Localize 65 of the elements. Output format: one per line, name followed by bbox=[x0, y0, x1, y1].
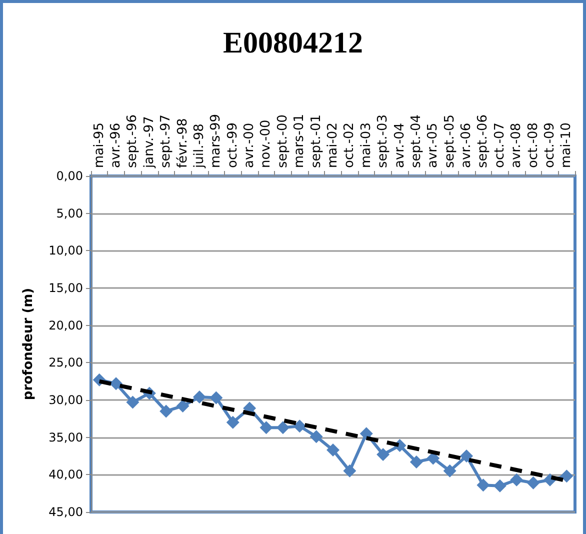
point bbox=[376, 448, 390, 462]
x-tick-label: janv.-97 bbox=[142, 116, 157, 169]
y-tick-label: 0,00 bbox=[56, 169, 83, 183]
point bbox=[343, 464, 356, 478]
point bbox=[560, 470, 574, 483]
x-tick-label: févr.-98 bbox=[175, 118, 190, 168]
point bbox=[226, 416, 240, 429]
y-tick-label: 10,00 bbox=[48, 244, 83, 258]
x-tick-label: sept.-06 bbox=[476, 114, 491, 168]
x-tick-label: mai-03 bbox=[358, 122, 374, 168]
y-tick-label: 5,00 bbox=[56, 206, 83, 220]
x-tick-label: mars-99 bbox=[208, 114, 224, 168]
y-tick-label: 25,00 bbox=[48, 356, 83, 370]
x-tick-label: juil.-98 bbox=[192, 124, 207, 169]
point bbox=[476, 478, 490, 492]
y-tick-label: 20,00 bbox=[48, 318, 83, 332]
x-tick-label: avr.-08 bbox=[509, 122, 524, 168]
x-tick-label: oct.-02 bbox=[342, 122, 358, 168]
x-tick-label: mai-02 bbox=[326, 122, 340, 168]
y-tick-label: 15,00 bbox=[48, 281, 83, 295]
point bbox=[443, 464, 456, 478]
point bbox=[192, 390, 206, 404]
x-tick-label: mai-10 bbox=[559, 122, 574, 168]
point bbox=[176, 399, 190, 412]
x-tick-label: sept.-05 bbox=[442, 114, 458, 168]
x-tick-label: avr.-00 bbox=[242, 122, 258, 168]
point bbox=[310, 430, 323, 444]
x-tick-label: avr.-06 bbox=[459, 122, 474, 168]
x-tick-label: mars-01 bbox=[292, 114, 308, 168]
x-tick-label: avr.-05 bbox=[426, 122, 441, 168]
y-tick-label: 40,00 bbox=[48, 468, 83, 482]
point bbox=[360, 427, 373, 440]
point bbox=[276, 421, 290, 434]
x-tick-label: sept.-04 bbox=[408, 114, 424, 168]
x-tick-label: sept.-01 bbox=[308, 114, 324, 168]
point bbox=[210, 391, 223, 404]
point bbox=[510, 473, 524, 486]
x-tick-label: oct.-09 bbox=[542, 122, 558, 168]
point bbox=[260, 421, 273, 434]
point bbox=[110, 377, 123, 390]
x-tick-label: mai-95 bbox=[92, 122, 107, 168]
x-tick-label: nov.-00 bbox=[258, 120, 274, 168]
point bbox=[293, 420, 306, 433]
y-tick-label: 30,00 bbox=[48, 393, 83, 407]
point bbox=[460, 450, 474, 462]
x-tick-label: oct.-07 bbox=[492, 122, 508, 168]
point bbox=[426, 452, 440, 465]
x-tick-label: oct.-99 bbox=[225, 122, 240, 168]
y-axis-title: profondeur (m) bbox=[21, 288, 36, 400]
x-tick-label: sept.-03 bbox=[376, 114, 391, 168]
x-tick-label: oct.-08 bbox=[526, 122, 541, 168]
point bbox=[160, 404, 173, 418]
point bbox=[326, 444, 340, 457]
point bbox=[526, 476, 540, 490]
point bbox=[410, 455, 423, 468]
y-tick-label: 35,00 bbox=[48, 430, 83, 444]
chart-title: E00804212 bbox=[222, 26, 364, 60]
point bbox=[126, 396, 140, 409]
x-tick-label: sept.-00 bbox=[275, 114, 290, 168]
x-tick-label: avr.-96 bbox=[108, 122, 124, 168]
point bbox=[493, 479, 506, 492]
x-tick-label: sept.-96 bbox=[125, 114, 140, 168]
x-tick-label: avr.-04 bbox=[392, 122, 408, 168]
x-tick-label: sept.-97 bbox=[158, 114, 174, 168]
y-tick-label: 45,00 bbox=[48, 505, 83, 519]
